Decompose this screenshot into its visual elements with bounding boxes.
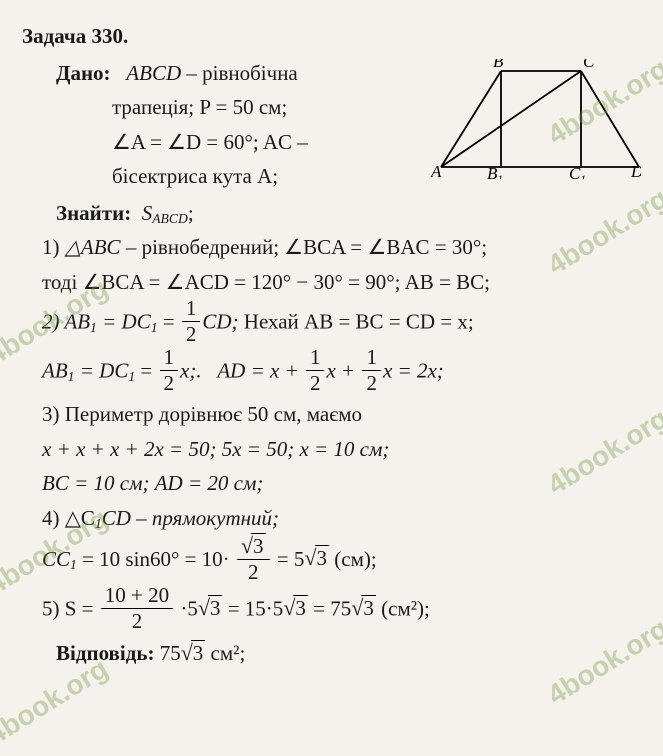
svg-text:B: B xyxy=(493,59,504,71)
step3-line3: BC = 10 см; AD = 20 см; xyxy=(22,467,641,500)
step3-line2: x + x + x + 2x = 50; 5x = 50; x = 10 см; xyxy=(22,433,641,466)
abcd: ABCD xyxy=(126,61,181,85)
trapezoid-diagram: ABCDB1C1 xyxy=(431,59,641,179)
step4-line1: 4) △C1CD – прямокутний; xyxy=(22,502,641,535)
given-l1b: – рівнобічна xyxy=(181,61,298,85)
step1-line1: 1) △ABC – рівнобедрений; ∠BCA = ∠BAC = 3… xyxy=(22,231,641,264)
find-end: ; xyxy=(188,201,194,225)
given-l3: ∠A = ∠D = 60°; AC – xyxy=(22,126,423,159)
step4-line2: CC1 = 10 sin60° = 10· √3 2 = 5√3 (см); xyxy=(22,537,641,585)
find-label: Знайти: xyxy=(56,201,131,225)
given-l2: трапеція; P = 50 см; xyxy=(22,91,423,124)
given-label: Дано: xyxy=(56,61,111,85)
problem-label: Задача 330. xyxy=(22,24,128,48)
step3-line1: 3) Периметр дорівнює 50 см, маємо xyxy=(22,398,641,431)
step2-line2: AB1 = DC1 = 12x;. AD = x + 12x + 12x = 2… xyxy=(22,349,641,396)
svg-text:D: D xyxy=(630,162,641,179)
given-l4: бісектриса кута A; xyxy=(22,160,423,193)
step5-line: 5) S = 10 + 202 ·5√3 = 15·5√3 = 75√3 (см… xyxy=(22,587,641,634)
answer-label: Відповідь: xyxy=(56,641,154,665)
find-sub: ABCD xyxy=(152,211,188,226)
svg-text:A: A xyxy=(431,162,442,179)
answer-value: 75√3 см²; xyxy=(160,641,246,665)
step1-line2: тоді ∠BCA = ∠ACD = 120° − 30° = 90°; AB … xyxy=(22,266,641,299)
step2-line1: 2) AB1 = DC1 = 12CD; Нехай AB = BC = CD … xyxy=(22,300,641,347)
find-S: S xyxy=(142,201,153,225)
svg-text:C: C xyxy=(583,59,595,71)
